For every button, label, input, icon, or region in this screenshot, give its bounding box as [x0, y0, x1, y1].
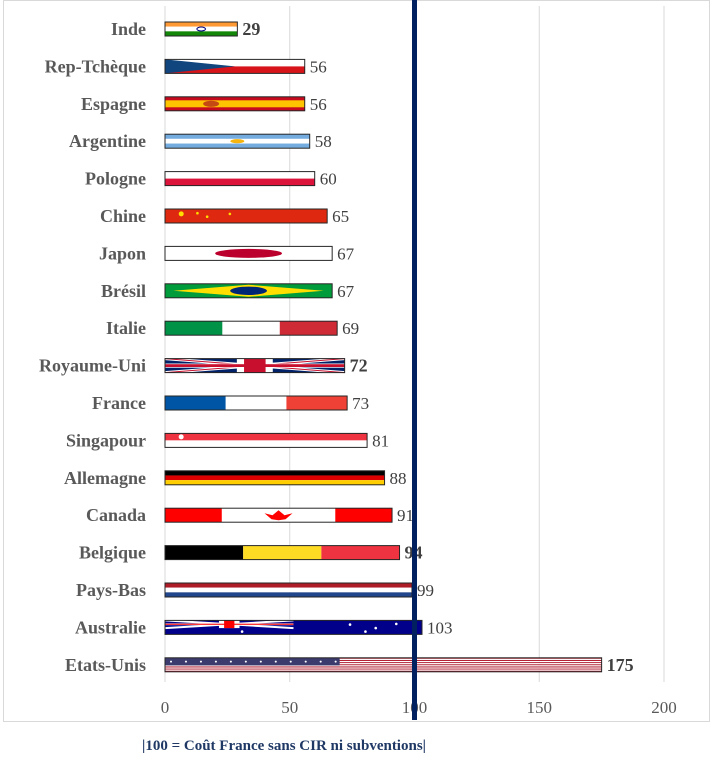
bar-india: [164, 21, 238, 37]
bar-poland: [164, 171, 316, 187]
bar-australia: [164, 619, 423, 635]
category-label: Pays-Bas: [76, 580, 146, 600]
bar-singapore: [164, 432, 368, 448]
value-label: 72: [350, 356, 368, 376]
x-tick-label: 0: [161, 698, 170, 717]
value-label: 56: [310, 57, 327, 76]
category-label: Etats-Unis: [65, 655, 146, 675]
bar-germany: [164, 470, 386, 486]
argentina-flag-icon: [165, 134, 310, 149]
singapore-flag-icon: [165, 433, 368, 448]
japan-flag-icon: [165, 246, 333, 261]
value-label: 103: [427, 618, 453, 637]
value-label: 175: [607, 655, 634, 675]
value-label: 29: [242, 19, 260, 39]
value-label: 73: [352, 394, 369, 413]
belgium-flag-icon: [165, 545, 400, 560]
germany-flag-icon: [165, 470, 385, 485]
value-label: 67: [337, 282, 355, 301]
category-label: Australie: [75, 617, 146, 637]
category-label: Chine: [100, 206, 146, 226]
bar-czech: [164, 58, 306, 74]
value-label: 67: [337, 244, 355, 263]
category-label: Canada: [86, 505, 146, 525]
chart-frame: [3, 0, 710, 722]
bar-canada: [164, 507, 393, 523]
category-label: France: [92, 393, 146, 413]
value-label: 65: [332, 207, 349, 226]
category-label: Belgique: [79, 543, 146, 563]
x-tick-label: 50: [281, 698, 298, 717]
netherlands-flag-icon: [165, 583, 413, 597]
bar-spain: [164, 96, 306, 112]
italy-flag-icon: [165, 321, 338, 336]
bar-uk: [164, 357, 346, 375]
category-label: Allemagne: [64, 468, 146, 488]
category-label: Brésil: [101, 281, 146, 301]
brazil-flag-icon: [165, 283, 333, 298]
x-tick-label: 150: [527, 698, 553, 717]
value-label: 91: [397, 506, 414, 525]
category-label: Singapour: [66, 430, 146, 450]
chart-footnote: |100 = Coût France sans CIR ni subventio…: [142, 738, 426, 754]
bar-usa: [164, 657, 603, 673]
bar-argentina: [164, 133, 311, 149]
value-label: 99: [417, 581, 434, 600]
value-label: 69: [342, 319, 359, 338]
category-label: Rep-Tchèque: [45, 56, 146, 76]
china-flag-icon: [165, 209, 328, 223]
category-label: Espagne: [81, 94, 146, 114]
value-label: 56: [310, 95, 327, 114]
category-label: Royaume-Uni: [39, 356, 146, 376]
category-label: Argentine: [69, 131, 146, 151]
india-flag-icon: [165, 22, 238, 36]
bar-italy: [164, 320, 338, 336]
spain-flag-icon: [165, 96, 305, 111]
category-label: Pologne: [85, 169, 146, 189]
bar-brazil: [164, 283, 333, 299]
bar-japan: [164, 245, 333, 261]
category-label: Inde: [111, 19, 146, 39]
category-label: Italie: [106, 318, 146, 338]
poland-flag-icon: [165, 171, 315, 186]
x-tick-label: 200: [651, 698, 677, 717]
bar-china: [164, 208, 328, 224]
value-label: 81: [372, 431, 389, 450]
chart-canvas: 050100150200Inde29Rep-Tchèque56Espagne56…: [39, 0, 677, 720]
australia-flag-icon: [164, 619, 422, 635]
france-flag-icon: [165, 396, 348, 410]
bar-belgium: [164, 545, 401, 561]
bar-netherlands: [164, 582, 413, 598]
value-label: 60: [320, 170, 337, 189]
bar-france: [164, 395, 348, 411]
usa-flag-icon: [165, 657, 602, 672]
value-label: 58: [315, 132, 332, 151]
category-label: Japon: [99, 243, 146, 263]
czech-flag-icon: [165, 59, 305, 74]
value-label: 88: [390, 469, 407, 488]
uk-flag-icon: [164, 357, 345, 375]
canada-flag-icon: [165, 508, 393, 523]
